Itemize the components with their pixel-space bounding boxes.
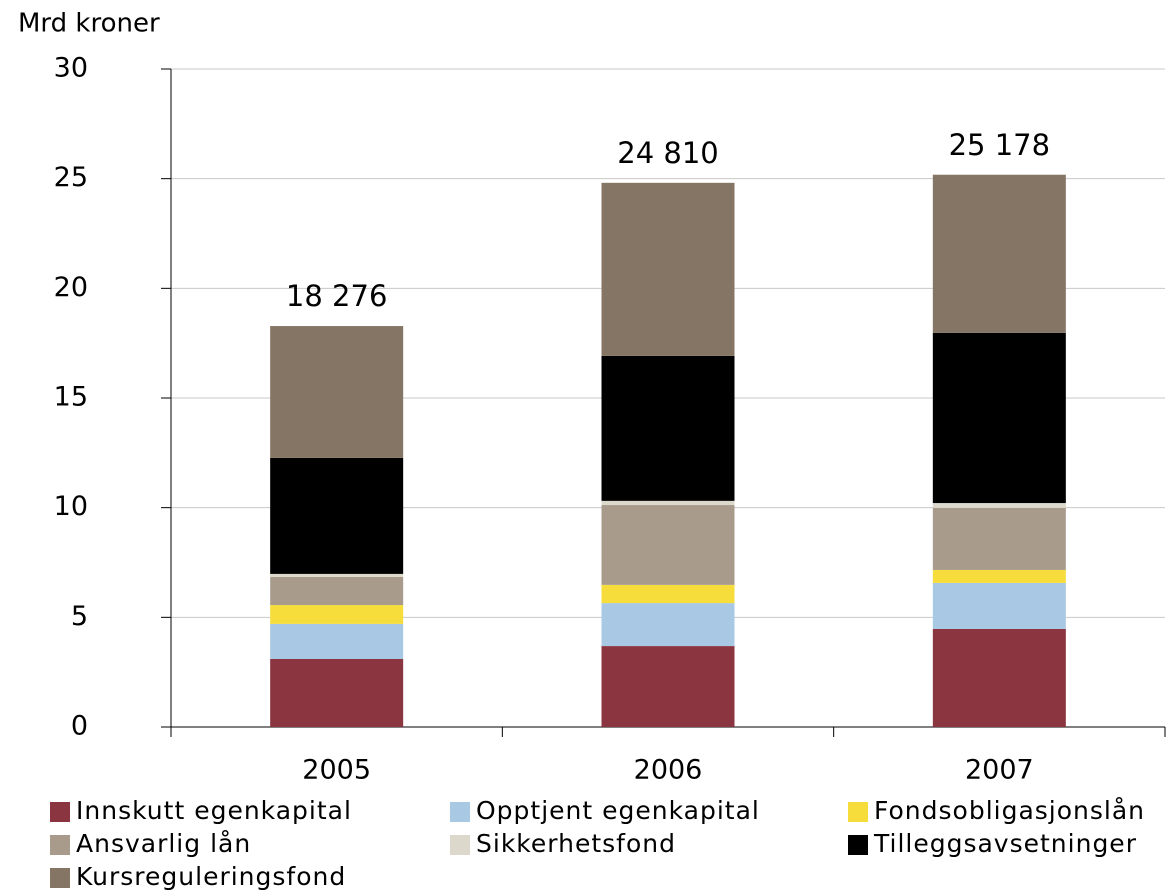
legend-label: Kursreguleringsfond [76, 862, 346, 891]
x-tick-label: 2006 [634, 755, 703, 786]
y-axis-label: Mrd kroner [18, 9, 160, 39]
legend-swatch [848, 802, 868, 822]
total-label: 25 178 [949, 128, 1050, 162]
bar-segment [270, 326, 404, 458]
y-tick-label: 15 [54, 382, 88, 413]
legend-swatch [450, 835, 470, 855]
legend-label: Tilleggsavsetninger [873, 829, 1137, 858]
bar-segment [270, 573, 404, 577]
bar-segment [270, 605, 404, 624]
total-label: 18 276 [286, 279, 387, 313]
bar-segment [601, 505, 735, 585]
bar-segment [601, 646, 735, 727]
bar-segment [270, 623, 404, 660]
bar-segment [932, 628, 1066, 727]
y-tick-label: 30 [54, 53, 88, 84]
y-tick-label: 20 [54, 272, 88, 303]
bar-segment [601, 500, 735, 506]
legend-label: Sikkerhetsfond [476, 829, 676, 858]
legend-label: Ansvarlig lån [76, 829, 251, 858]
bar-segment [932, 332, 1066, 504]
legend-swatch [50, 835, 70, 855]
bar-segment [601, 603, 735, 647]
y-tick-label: 0 [71, 711, 88, 742]
legend-label: Innskutt egenkapital [76, 796, 352, 825]
y-tick-label: 5 [71, 601, 88, 632]
bar-segment [932, 582, 1066, 629]
total-label: 24 810 [617, 136, 718, 170]
legend-swatch [50, 802, 70, 822]
y-tick-label: 25 [54, 162, 88, 193]
bar-segment [601, 355, 735, 501]
bar-segment [601, 584, 735, 604]
legend-label: Opptjent egenkapital [476, 796, 760, 825]
legend-swatch [50, 868, 70, 888]
y-tick-label: 10 [54, 491, 88, 522]
bar-segment [270, 457, 404, 574]
bar-segment [932, 507, 1066, 570]
bar-segment [601, 182, 735, 356]
x-tick-label: 2007 [965, 755, 1034, 786]
bar-segment [932, 174, 1066, 333]
legend-swatch [450, 802, 470, 822]
bar-segment [270, 576, 404, 606]
legend-label: Fondsobligasjonslån [874, 796, 1145, 825]
x-tick-label: 2005 [302, 755, 371, 786]
bar-segment [270, 659, 404, 727]
bar-segment [932, 503, 1066, 508]
bar-segment [932, 569, 1066, 583]
legend-swatch [848, 835, 868, 855]
